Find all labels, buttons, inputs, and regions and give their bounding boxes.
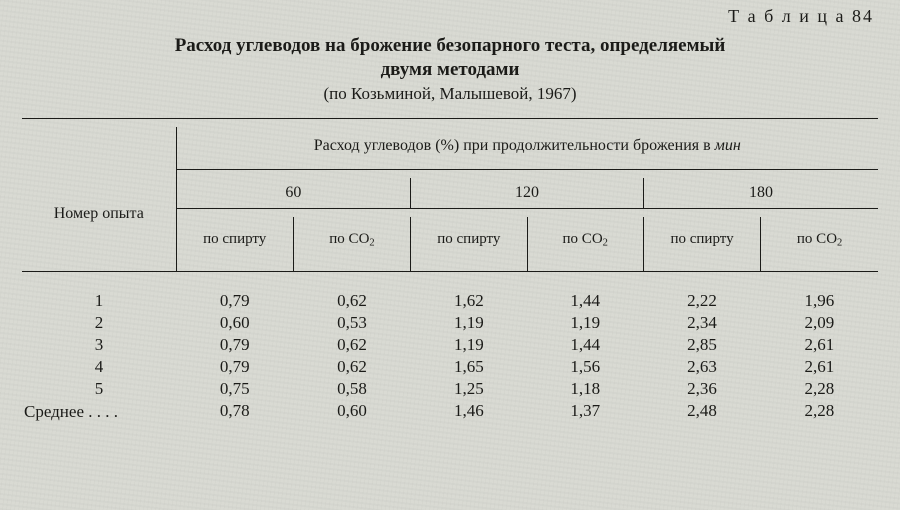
span-header-unit: мин: [715, 137, 741, 154]
data-table: Номер опыта Расход углеводов (%) при про…: [22, 118, 878, 423]
cell-value: 0,62: [293, 334, 410, 356]
cell-value: 0,62: [293, 356, 410, 378]
cell-value: 2,61: [761, 356, 878, 378]
col-60-co2: по CO2: [293, 217, 410, 272]
row-index: 3: [22, 334, 176, 356]
table-body: 10,790,621,621,442,221,9620,600,531,191,…: [22, 290, 878, 422]
cell-value: 1,96: [761, 290, 878, 312]
cell-value: 0,60: [293, 400, 410, 422]
table-citation: (по Козьминой, Малышевой, 1967): [22, 84, 878, 104]
group-60: 60: [176, 178, 411, 209]
cell-value: 1,62: [411, 290, 527, 312]
cell-value: 2,63: [643, 356, 760, 378]
cell-value: 0,58: [293, 378, 410, 400]
row-index: 4: [22, 356, 176, 378]
cell-value: 0,62: [293, 290, 410, 312]
col-180-co2: по CO2: [761, 217, 878, 272]
row-index: 5: [22, 378, 176, 400]
table-number-label: Т а б л и ц а 84: [728, 6, 874, 27]
cell-value: 1,44: [527, 290, 643, 312]
title-line-1: Расход углеводов на брожение безопарного…: [22, 34, 878, 58]
table-row: 30,790,621,191,442,852,61: [22, 334, 878, 356]
cell-value: 1,19: [411, 334, 527, 356]
cell-value: 1,44: [527, 334, 643, 356]
cell-value: 0,60: [176, 312, 293, 334]
cell-value: 0,78: [176, 400, 293, 422]
cell-value: 1,65: [411, 356, 527, 378]
row-index: 2: [22, 312, 176, 334]
col-120-co2: по CO2: [527, 217, 643, 272]
group-120: 120: [411, 178, 644, 209]
cell-value: 2,48: [643, 400, 760, 422]
table-row: 40,790,621,651,562,632,61: [22, 356, 878, 378]
cell-value: 2,22: [643, 290, 760, 312]
group-180: 180: [643, 178, 878, 209]
table-row: 50,750,581,251,182,362,28: [22, 378, 878, 400]
cell-value: 2,34: [643, 312, 760, 334]
cell-value: 1,56: [527, 356, 643, 378]
cell-value: 0,79: [176, 356, 293, 378]
title-line-2: двумя методами: [22, 58, 878, 82]
span-header-text: Расход углеводов (%) при продолжительнос…: [314, 137, 715, 154]
cell-value: 1,19: [411, 312, 527, 334]
cell-value: 1,19: [527, 312, 643, 334]
cell-value: 0,79: [176, 334, 293, 356]
cell-value: 1,37: [527, 400, 643, 422]
cell-value: 1,25: [411, 378, 527, 400]
span-header: Расход углеводов (%) при продолжительнос…: [176, 127, 878, 170]
row-header-label: Номер опыта: [22, 127, 176, 272]
average-label: Среднее . . . .: [22, 400, 176, 422]
cell-value: 2,85: [643, 334, 760, 356]
col-60-alcohol: по спирту: [176, 217, 293, 272]
cell-value: 2,09: [761, 312, 878, 334]
table-row: 20,600,531,191,192,342,09: [22, 312, 878, 334]
cell-value: 0,53: [293, 312, 410, 334]
cell-value: 2,36: [643, 378, 760, 400]
cell-value: 2,61: [761, 334, 878, 356]
cell-value: 1,18: [527, 378, 643, 400]
col-120-alcohol: по спирту: [411, 217, 527, 272]
cell-value: 2,28: [761, 378, 878, 400]
cell-value: 2,28: [761, 400, 878, 422]
cell-value: 0,79: [176, 290, 293, 312]
table-row: 10,790,621,621,442,221,96: [22, 290, 878, 312]
cell-value: 1,46: [411, 400, 527, 422]
table-title: Расход углеводов на брожение безопарного…: [22, 34, 878, 82]
col-180-alcohol: по спирту: [643, 217, 760, 272]
cell-value: 0,75: [176, 378, 293, 400]
row-index: 1: [22, 290, 176, 312]
table-row-average: Среднее . . . .0,780,601,461,372,482,28: [22, 400, 878, 422]
